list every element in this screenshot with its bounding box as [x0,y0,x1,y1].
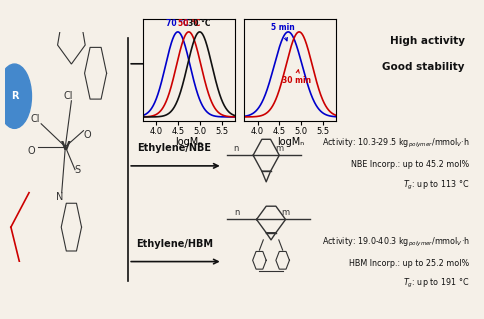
Text: HBM Incorp.: up to 25.2 mol%: HBM Incorp.: up to 25.2 mol% [349,259,469,268]
Text: 5 min: 5 min [271,23,294,41]
Text: Cl: Cl [63,91,73,101]
Text: 50 °C: 50 °C [178,19,200,28]
Text: S: S [75,165,80,175]
Circle shape [0,64,31,128]
Text: $T_g$: up to 191 °C: $T_g$: up to 191 °C [403,277,469,291]
Text: 30 °C: 30 °C [188,19,211,28]
Text: n: n [234,208,240,217]
Text: Cl: Cl [30,114,40,124]
X-axis label: logMₙ: logMₙ [175,137,202,147]
Text: Ethylene/HBM: Ethylene/HBM [136,239,213,249]
Text: Good stability: Good stability [382,62,465,72]
Text: m: m [275,144,283,153]
Text: m: m [282,208,289,217]
Text: n: n [233,144,239,153]
Text: 70 °C: 70 °C [166,19,189,28]
Text: N: N [56,192,63,202]
Text: $T_g$: up to 113 °C: $T_g$: up to 113 °C [403,178,469,192]
Text: R: R [11,91,18,101]
Text: Activity: 10.3-29.5 kg$_{polymer}$/mmol$_V$·h: Activity: 10.3-29.5 kg$_{polymer}$/mmol$… [322,137,469,150]
Text: Activity: 19.0-40.3 kg$_{polymer}$/mmol$_V$·h: Activity: 19.0-40.3 kg$_{polymer}$/mmol$… [321,236,469,249]
Text: Ethylene: Ethylene [150,41,198,51]
Text: High activity: High activity [390,36,465,47]
Text: 30 min: 30 min [282,70,311,85]
X-axis label: logMₙ: logMₙ [277,137,304,147]
Text: O: O [83,130,91,140]
Text: V: V [60,140,70,153]
Text: Ethylene/NBE: Ethylene/NBE [137,143,211,153]
Text: O: O [28,146,35,156]
Text: NBE Incorp.: up to 45.2 mol%: NBE Incorp.: up to 45.2 mol% [351,160,469,169]
